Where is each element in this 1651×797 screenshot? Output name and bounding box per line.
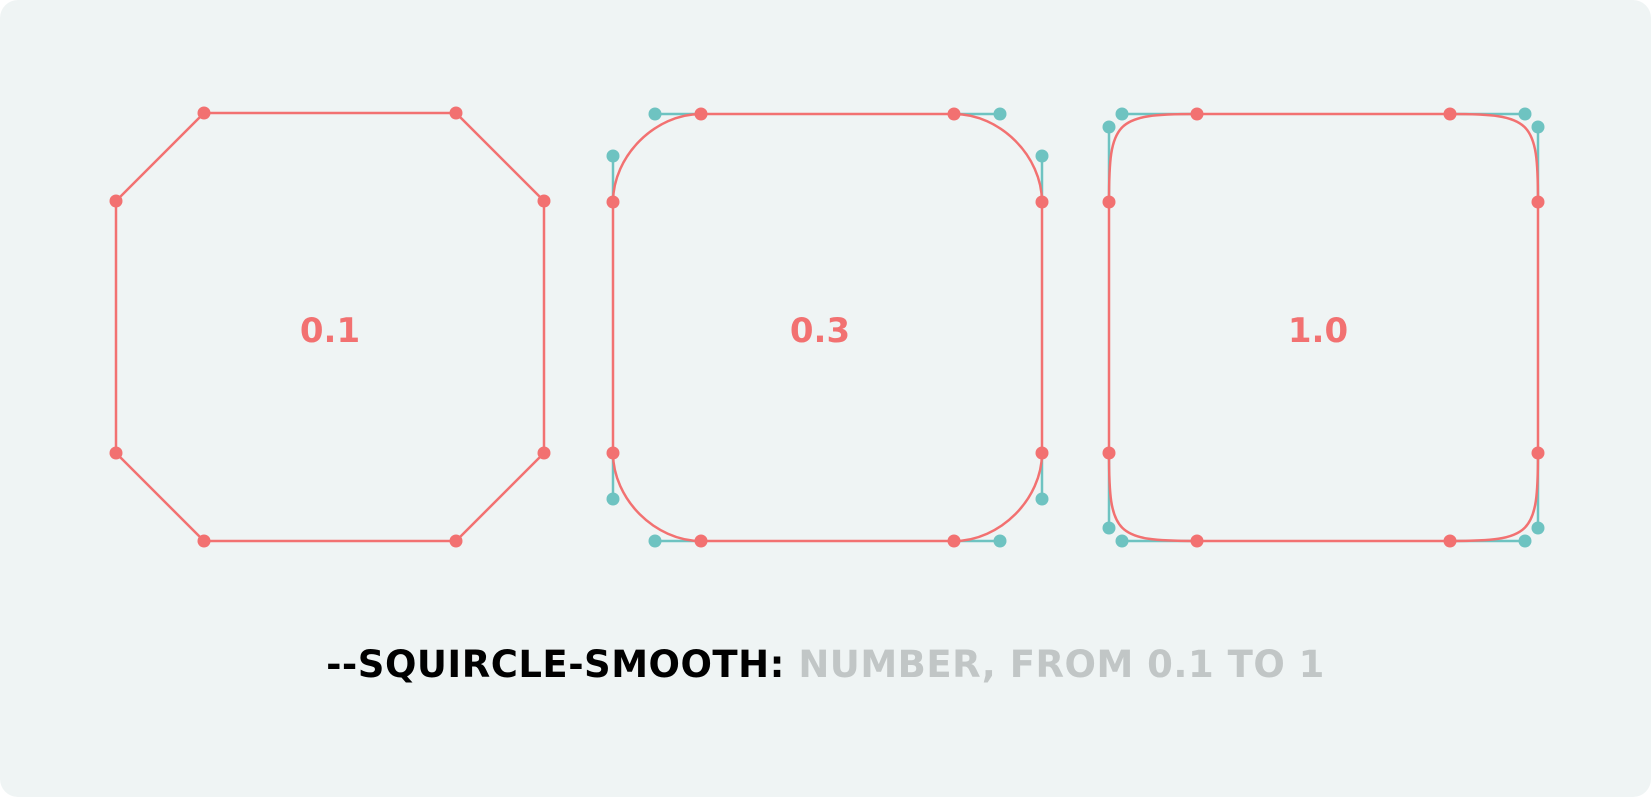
handle-point: [648, 534, 662, 548]
anchor-point: [1190, 534, 1204, 548]
anchor-point: [694, 534, 708, 548]
anchor-point: [947, 534, 961, 548]
squircle-shape-0-3: [606, 107, 1049, 548]
handle-point: [1102, 120, 1116, 134]
anchor-point: [449, 106, 463, 120]
anchor-point: [606, 195, 620, 209]
anchor-point: [1102, 195, 1116, 209]
handle-point: [1035, 492, 1049, 506]
shape-label-0-3: 0.3: [790, 311, 850, 351]
anchor-point: [537, 446, 551, 460]
anchor-point: [1531, 195, 1545, 209]
anchor-point: [109, 194, 123, 208]
handle-point: [993, 107, 1007, 121]
handle-point: [1115, 534, 1129, 548]
handle-point: [606, 492, 620, 506]
handle-point: [1518, 534, 1532, 548]
anchor-point: [537, 194, 551, 208]
shape-label-0-1: 0.1: [300, 311, 360, 351]
handle-point: [1518, 107, 1532, 121]
caption-property: --SQUIRCLE-SMOOTH:: [326, 643, 785, 686]
anchor-point: [1102, 446, 1116, 460]
handle-point: [606, 149, 620, 163]
handle-point: [1531, 521, 1545, 535]
shape-label-1-0: 1.0: [1288, 311, 1348, 351]
squircle-shape-1-0: [1102, 107, 1545, 548]
anchor-point: [606, 446, 620, 460]
anchor-point: [197, 534, 211, 548]
anchor-point: [109, 446, 123, 460]
anchor-point: [694, 107, 708, 121]
anchor-point: [1035, 195, 1049, 209]
handle-point: [993, 534, 1007, 548]
anchor-point: [449, 534, 463, 548]
anchor-point: [1531, 446, 1545, 460]
anchor-point: [197, 106, 211, 120]
handle-point: [648, 107, 662, 121]
handle-point: [1102, 521, 1116, 535]
caption: --SQUIRCLE-SMOOTH: NUMBER, FROM 0.1 TO 1: [0, 642, 1651, 688]
handle-point: [1035, 149, 1049, 163]
squircle-shape-0-1: [109, 106, 551, 548]
anchor-point: [1443, 534, 1457, 548]
anchor-point: [1035, 446, 1049, 460]
caption-value: NUMBER, FROM 0.1 TO 1: [798, 643, 1325, 686]
anchor-point: [1190, 107, 1204, 121]
handle-point: [1531, 120, 1545, 134]
anchor-point: [1443, 107, 1457, 121]
handle-point: [1115, 107, 1129, 121]
anchor-point: [947, 107, 961, 121]
